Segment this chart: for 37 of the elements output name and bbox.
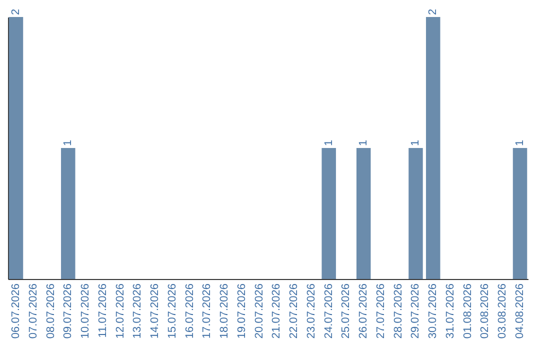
x-tick-label: 07.07.2026 (27, 284, 40, 339)
x-tick-label: 17.07.2026 (201, 284, 214, 339)
x-tick-label: 26.07.2026 (358, 284, 370, 339)
x-tick-label: 04.08.2026 (514, 284, 526, 339)
x-tick-label: 25.07.2026 (340, 284, 352, 339)
x-tick-label: 30.07.2026 (427, 284, 440, 339)
data-label: 1 (410, 140, 422, 146)
x-tick-label: 13.07.2026 (132, 284, 144, 339)
x-tick-label: 23.07.2026 (305, 284, 318, 339)
x-tick-label: 28.07.2026 (392, 284, 404, 339)
x-tick-label: 03.08.2026 (496, 284, 509, 339)
x-tick-label: 16.07.2026 (184, 284, 196, 339)
data-label: 1 (322, 140, 335, 146)
x-tick-label: 08.07.2026 (44, 284, 57, 339)
x-tick-label: 20.07.2026 (253, 284, 266, 339)
x-tick-label: 18.07.2026 (218, 284, 231, 339)
x-tick-label: 21.07.2026 (270, 284, 283, 339)
x-tick-label: 14.07.2026 (149, 284, 162, 339)
x-tick-label: 10.07.2026 (80, 284, 92, 339)
data-label: 1 (62, 140, 74, 146)
x-tick-label: 11.07.2026 (96, 284, 109, 338)
x-tick-label: 06.07.2026 (10, 284, 22, 339)
x-tick-label: 09.07.2026 (62, 284, 74, 339)
x-tick-label: 31.07.2026 (444, 284, 456, 339)
x-tick-label: 01.08.2026 (462, 284, 474, 339)
data-label: 2 (427, 8, 440, 15)
x-tick-label: 02.08.2026 (479, 284, 492, 339)
x-tick-label: 15.07.2026 (166, 284, 178, 339)
x-tick-label: 27.07.2026 (374, 284, 387, 339)
x-tick-label: 22.07.2026 (288, 284, 300, 339)
data-label: 2 (10, 8, 22, 15)
x-tick-label: 19.07.2026 (236, 284, 248, 339)
data-label: 1 (358, 140, 370, 146)
x-tick-label: 24.07.2026 (322, 284, 335, 339)
data-label: 1 (514, 140, 526, 146)
x-tick-label: 12.07.2026 (114, 284, 126, 339)
x-tick-label: 29.07.2026 (410, 284, 422, 339)
